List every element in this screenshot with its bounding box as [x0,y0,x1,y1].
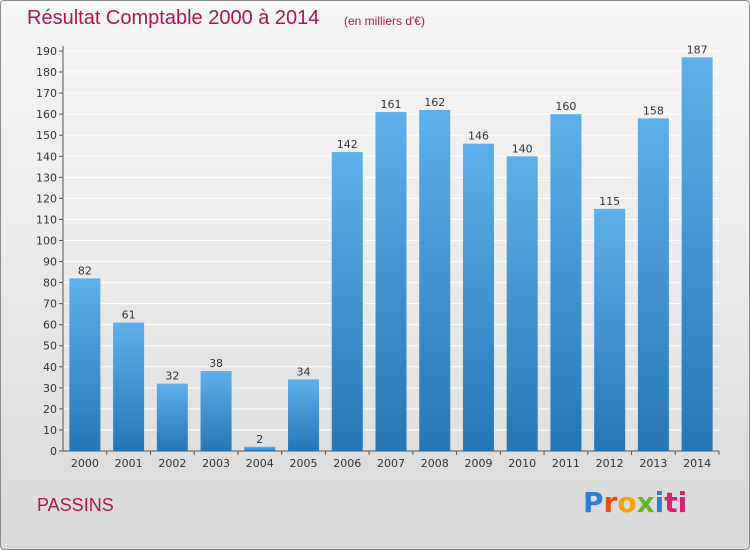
value-label-2012: 115 [599,195,620,208]
value-label-2014: 187 [687,43,708,56]
y-tick-label: 100 [36,234,57,247]
bar-2008 [419,109,451,452]
value-label-2006: 142 [337,138,358,151]
bar-2010 [506,156,538,451]
y-tick-label: 10 [43,424,57,437]
value-label-2013: 158 [643,104,664,117]
y-tick-label: 30 [43,382,57,395]
y-tick-label: 60 [43,319,57,332]
y-tick-label: 0 [50,445,57,458]
value-label-2002: 32 [165,370,179,383]
bar-2000 [69,278,101,451]
y-tick-label: 80 [43,277,57,290]
x-tick-label-2000: 2000 [71,457,99,470]
value-label-2008: 162 [424,96,445,109]
location-label: PASSINS [37,495,114,515]
y-tick-label: 50 [43,340,57,353]
x-tick-label-2001: 2001 [115,457,143,470]
y-tick-label: 70 [43,298,57,311]
y-tick-label: 40 [43,361,57,374]
value-label-2001: 61 [122,309,136,322]
value-label-2000: 82 [78,264,92,277]
value-label-2003: 38 [209,357,223,370]
x-tick-label-2014: 2014 [683,457,711,470]
bar-2006 [331,152,363,452]
y-tick-label: 120 [36,192,57,205]
y-tick-label: 190 [36,45,57,58]
y-tick-label: 140 [36,150,57,163]
bar-2009 [462,143,494,451]
x-tick-label-2006: 2006 [333,457,361,470]
value-label-2004: 2 [256,433,263,446]
x-tick-label-2012: 2012 [596,457,624,470]
bar-2012 [594,208,626,451]
x-tick-label-2011: 2011 [552,457,580,470]
x-tick-label-2010: 2010 [508,457,536,470]
x-tick-label-2013: 2013 [639,457,667,470]
value-label-2010: 140 [512,142,533,155]
value-label-2011: 160 [555,100,576,113]
x-tick-label-2003: 2003 [202,457,230,470]
y-tick-label: 90 [43,256,57,269]
x-tick-label-2004: 2004 [246,457,274,470]
bar-2013 [637,118,669,452]
bar-2007 [375,112,407,451]
x-tick-label-2008: 2008 [421,457,449,470]
y-tick-label: 20 [43,403,57,416]
y-tick-label: 160 [36,108,57,121]
value-label-2009: 146 [468,130,489,143]
chart-title: Résultat Comptable 2000 à 2014 [27,7,320,29]
y-tick-label: 150 [36,129,57,142]
x-tick-label-2009: 2009 [464,457,492,470]
x-tick-label-2007: 2007 [377,457,405,470]
y-tick-label: 170 [36,87,57,100]
bar-2003 [200,371,232,451]
x-tick-label-2002: 2002 [158,457,186,470]
bar-2014 [681,57,713,451]
y-tick-label: 180 [36,66,57,79]
value-label-2007: 161 [381,98,402,111]
bar-2002 [156,383,188,451]
bar-2001 [113,322,145,451]
y-tick-label: 110 [36,213,57,226]
bar-2004 [244,446,276,451]
x-tick-label-2005: 2005 [290,457,318,470]
bar-2005 [288,379,320,451]
value-label-2005: 34 [297,365,311,378]
chart-subtitle: (en milliers d'€) [344,14,425,28]
y-tick-label: 130 [36,171,57,184]
proxiti-logo: Proxiti [583,486,688,519]
bar-2011 [550,114,582,451]
